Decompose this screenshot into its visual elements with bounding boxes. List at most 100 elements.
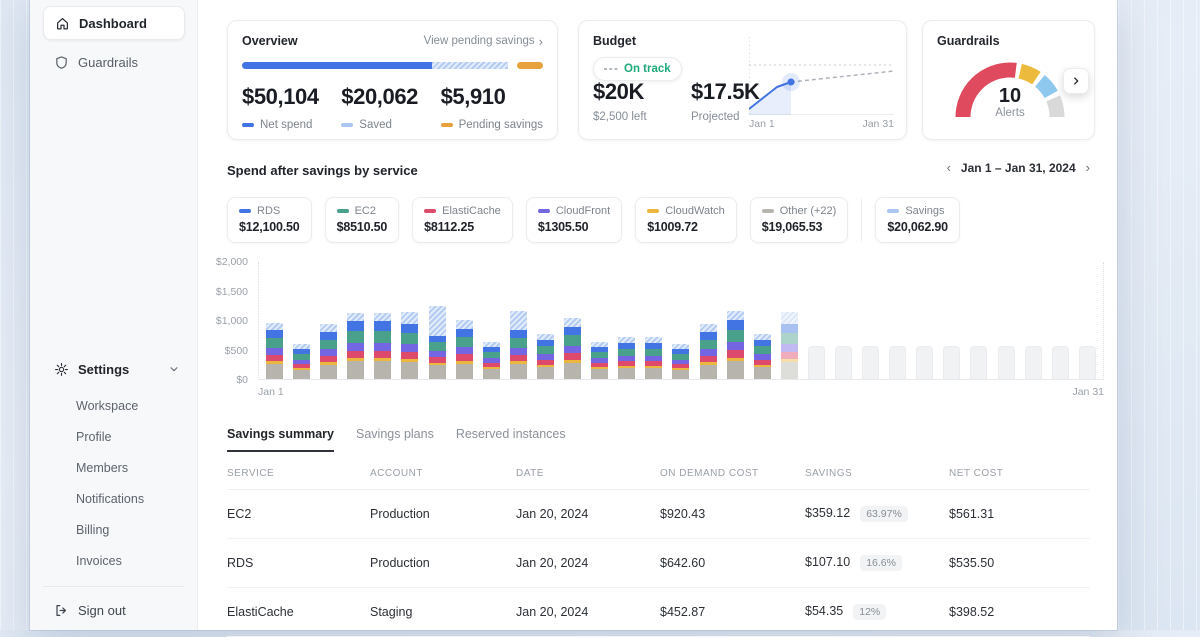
chart-bar[interactable] [916,346,934,379]
chart-bar[interactable] [591,342,609,379]
table-row[interactable]: ElastiCache Staging Jan 20, 2024 $452.87 $54… [227,588,1090,637]
sidebar-item-workspace[interactable]: Workspace [76,398,139,413]
legend-service-label: ElastiCache [442,205,501,217]
alerts-label: Alerts [995,107,1025,119]
chart-bar[interactable] [699,324,717,379]
column-header: NET COST [949,468,1004,479]
tab-savings-summary[interactable]: Savings summary [227,427,334,452]
chart-bar[interactable] [374,313,392,379]
sign-out-button[interactable]: Sign out [43,595,185,625]
cell-date: Jan 20, 2024 [516,507,589,521]
legend-card-other-22-[interactable]: Other (+22) $19,065.53 [749,197,849,243]
legend-card-cloudfront[interactable]: CloudFront $1305.50 [525,197,623,243]
chart-bar[interactable] [753,334,771,379]
y-axis-tick: $500 [224,344,248,357]
chevron-right-icon [1071,76,1081,86]
chart-bar[interactable] [645,337,663,379]
bar-gap [508,62,517,69]
tab-reserved-instances[interactable]: Reserved instances [455,427,566,441]
main-content: Overview View pending savings › $50,104 Ne… [198,0,1117,637]
legend-name: ElastiCache [424,205,501,217]
sidebar-item-profile[interactable]: Profile [76,429,112,444]
legend-card-elasticache[interactable]: ElastiCache $8112.25 [412,197,513,243]
sidebar-item-dashboard[interactable]: Dashboard [43,6,185,40]
stat-label: Pending savings [458,119,543,131]
column-header: ACCOUNT [370,468,423,479]
budget-status-badge: On track [593,57,682,81]
chart-bar[interactable] [862,346,880,379]
legend-card-rds[interactable]: RDS $12,100.50 [227,197,312,243]
date-range-picker[interactable]: ‹ Jan 1 – Jan 31, 2024 › [947,160,1090,175]
savings-table: SERVICE ACCOUNT DATE ON DEMAND COST SAVINGS N… [227,452,1090,637]
sidebar-item-settings[interactable]: Settings [43,354,185,384]
cell-net-cost: $535.50 [949,556,995,570]
y-axis-tick: $1,000 [215,315,248,327]
x-start-label: Jan 1 [749,118,775,130]
legend-service-label: CloudWatch [665,205,725,217]
cell-savings: $359.12 63.97% [805,506,949,522]
chart-bar[interactable] [834,346,852,379]
legend-service-label: EC2 [354,205,376,217]
saved-segment [431,62,509,69]
y-axis-tick: $1,500 [215,285,248,298]
chart-bar[interactable] [1051,346,1069,379]
home-icon [55,16,70,31]
chart-bar[interactable] [807,346,825,379]
stat-legend: Saved [341,119,440,131]
legend-card-cloudwatch[interactable]: CloudWatch $1009.72 [635,197,737,243]
chart-bar[interactable] [780,312,798,379]
chart-bar[interactable] [1024,346,1042,379]
table-row[interactable]: RDS Production Jan 20, 2024 $642.60 $107.10 1… [227,539,1090,588]
sidebar-item-notifications[interactable]: Notifications [76,491,145,506]
chart-bar[interactable] [320,324,338,379]
chart-bar[interactable] [293,344,311,379]
cell-service: RDS [227,556,254,570]
chart-bar[interactable] [347,313,365,379]
chart-bar[interactable] [1078,346,1096,379]
sign-out-label: Sign out [78,602,126,618]
chart-bar[interactable] [889,346,907,379]
view-pending-savings-link[interactable]: View pending savings › [423,33,543,49]
chart-bar[interactable] [482,342,500,379]
legend-dash-icon [242,123,254,127]
legend-card-savings[interactable]: Savings $20,062.90 [875,197,960,243]
carousel-next-button[interactable] [1063,68,1089,94]
chart-bar[interactable] [428,306,446,379]
table-body: EC2 Production Jan 20, 2024 $920.43 $359.12 6… [227,490,1090,637]
chart-bar[interactable] [943,346,961,379]
legend-service-label: CloudFront [555,205,611,217]
chart-bar[interactable] [509,311,527,379]
legend-card-ec2[interactable]: EC2 $8510.50 [324,197,400,243]
stat-value: $20,062 [341,84,419,109]
sidebar-item-members[interactable]: Members [76,460,129,475]
chart-bar[interactable] [672,344,690,379]
stat-legend: Pending savings [440,119,543,131]
tab-savings-plans[interactable]: Savings plans [356,427,434,441]
chart-bar[interactable] [455,320,473,379]
sidebar-item-guardrails[interactable]: Guardrails [43,46,185,78]
chart-bar[interactable] [618,337,636,379]
chart-bar[interactable] [401,312,419,379]
sidebar-item-label: Dashboard [79,15,147,31]
cell-account: Production [370,507,430,521]
chevron-right-icon[interactable]: › [1085,160,1090,175]
cell-net-cost: $398.52 [949,605,995,619]
chart-bar[interactable] [564,318,582,379]
sidebar-item-invoices[interactable]: Invoices [76,553,122,568]
percent-badge: 63.97% [860,506,908,522]
overview-stat: $20,062 Saved [341,84,440,131]
percent-badge: 12% [853,604,887,620]
chart-bar[interactable] [266,323,283,379]
chart-bar[interactable] [970,346,988,379]
chart-bar[interactable] [997,346,1015,379]
budget-projected: $17.5K [691,79,760,104]
chevron-left-icon[interactable]: ‹ [946,160,951,175]
cell-service: ElastiCache [227,605,294,619]
chart-x-labels: Jan 1 Jan 31 [258,386,1104,398]
table-row[interactable]: EC2 Production Jan 20, 2024 $920.43 $359.12 6… [227,490,1090,539]
sidebar-item-billing[interactable]: Billing [76,522,110,537]
savings-tabs: Savings summary Savings plans Reserved ins… [227,427,566,452]
chart-bar[interactable] [536,334,554,379]
chart-bar[interactable] [726,311,744,379]
y-axis-tick: $0 [236,374,248,386]
